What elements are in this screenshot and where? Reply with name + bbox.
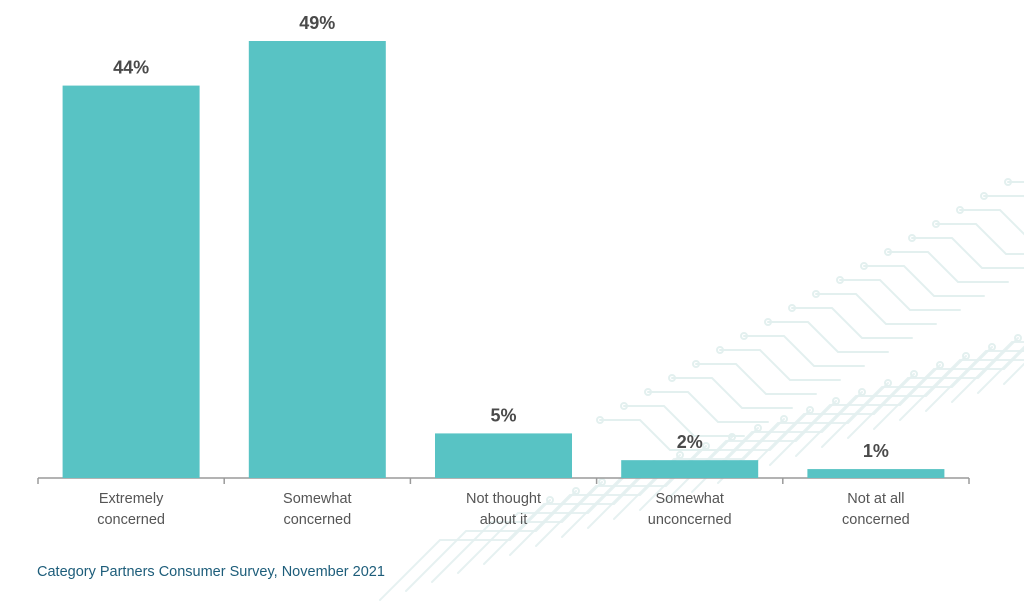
- x-tick-label: Extremely: [99, 491, 164, 507]
- bar-value-label: 44%: [113, 58, 149, 78]
- bar: [435, 433, 572, 478]
- x-tick-label: Somewhat: [283, 491, 352, 507]
- x-tick-label: Somewhat: [655, 491, 724, 507]
- bar-value-label: 5%: [490, 405, 516, 425]
- bar: [807, 469, 945, 478]
- bar: [248, 41, 386, 478]
- bar: [62, 85, 200, 479]
- x-tick-label: concerned: [97, 512, 165, 528]
- x-tick-label: concerned: [283, 512, 351, 528]
- x-tick-label: concerned: [842, 512, 910, 528]
- bar: [621, 460, 759, 478]
- x-tick-label: Not thought: [466, 491, 541, 507]
- x-tick-label: Not at all: [847, 491, 904, 507]
- x-tick-label: unconcerned: [648, 512, 732, 528]
- source-caption: Category Partners Consumer Survey, Novem…: [37, 564, 385, 580]
- bar-value-label: 49%: [299, 13, 335, 33]
- x-tick-label: about it: [480, 512, 528, 528]
- bar-value-label: 1%: [863, 441, 889, 461]
- bar-value-label: 2%: [677, 432, 703, 452]
